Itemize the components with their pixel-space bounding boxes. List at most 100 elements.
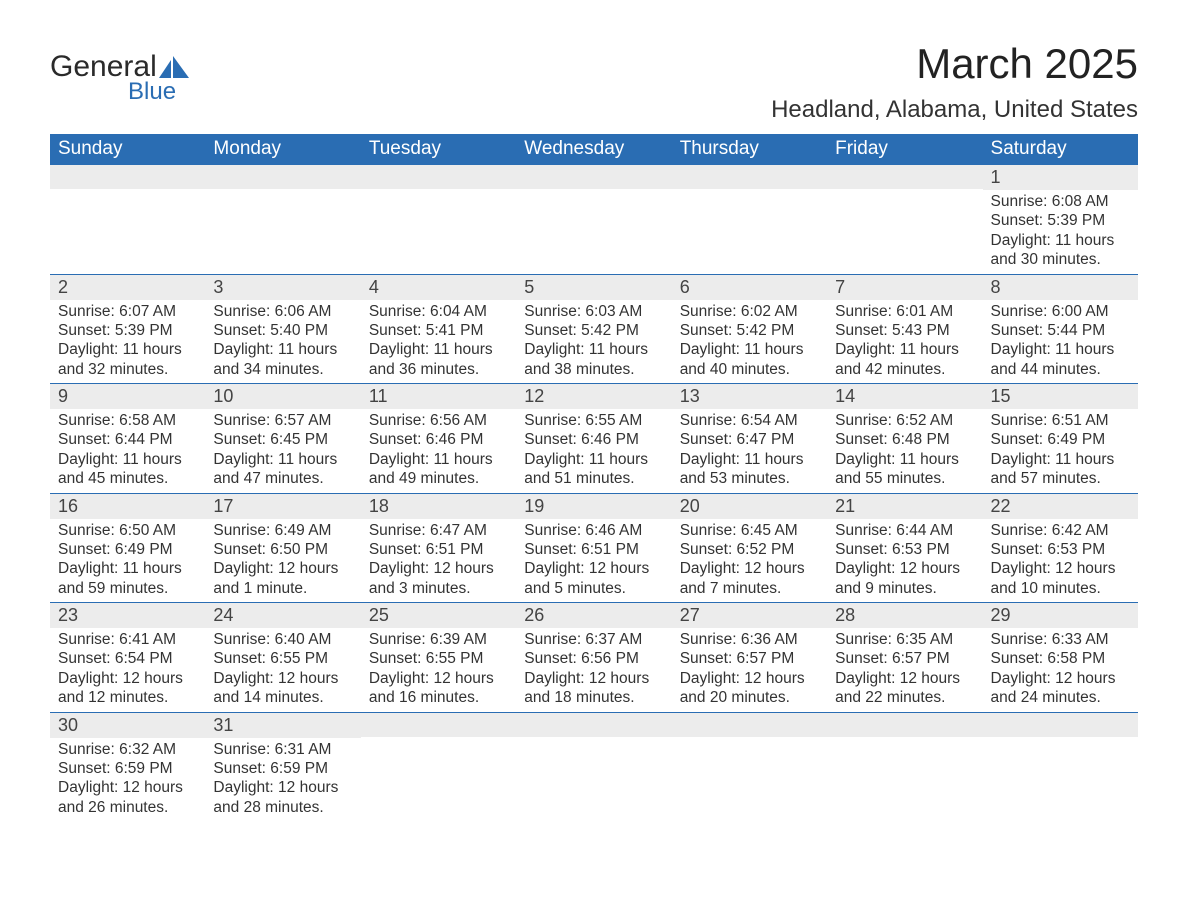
day-details: Sunrise: 6:03 AMSunset: 5:42 PMDaylight:…: [516, 300, 671, 384]
day-details: Sunrise: 6:58 AMSunset: 6:44 PMDaylight:…: [50, 409, 205, 493]
calendar-cell: 13Sunrise: 6:54 AMSunset: 6:47 PMDayligh…: [672, 384, 827, 494]
day-number: 17: [205, 494, 360, 519]
calendar-cell: 10Sunrise: 6:57 AMSunset: 6:45 PMDayligh…: [205, 384, 360, 494]
day-number: 2: [50, 275, 205, 300]
calendar-cell-empty: [827, 165, 982, 275]
day-details: Sunrise: 6:45 AMSunset: 6:52 PMDaylight:…: [672, 519, 827, 603]
calendar-cell-empty: [50, 165, 205, 275]
day-details: Sunrise: 6:32 AMSunset: 6:59 PMDaylight:…: [50, 738, 205, 822]
calendar-cell: 7Sunrise: 6:01 AMSunset: 5:43 PMDaylight…: [827, 274, 982, 384]
calendar-cell: 30Sunrise: 6:32 AMSunset: 6:59 PMDayligh…: [50, 712, 205, 821]
day-number: 30: [50, 713, 205, 738]
calendar-cell: 16Sunrise: 6:50 AMSunset: 6:49 PMDayligh…: [50, 493, 205, 603]
day-number: 6: [672, 275, 827, 300]
calendar-cell: 19Sunrise: 6:46 AMSunset: 6:51 PMDayligh…: [516, 493, 671, 603]
day-number: 8: [983, 275, 1138, 300]
day-details: Sunrise: 6:31 AMSunset: 6:59 PMDaylight:…: [205, 738, 360, 822]
page-title: March 2025: [771, 40, 1138, 88]
calendar-cell-empty: [205, 165, 360, 275]
day-header-row: Sunday Monday Tuesday Wednesday Thursday…: [50, 134, 1138, 165]
day-details: Sunrise: 6:36 AMSunset: 6:57 PMDaylight:…: [672, 628, 827, 712]
calendar-cell-empty: [361, 712, 516, 821]
calendar-cell: 4Sunrise: 6:04 AMSunset: 5:41 PMDaylight…: [361, 274, 516, 384]
calendar-cell: 5Sunrise: 6:03 AMSunset: 5:42 PMDaylight…: [516, 274, 671, 384]
day-number: 12: [516, 384, 671, 409]
day-details: Sunrise: 6:06 AMSunset: 5:40 PMDaylight:…: [205, 300, 360, 384]
calendar-cell: 14Sunrise: 6:52 AMSunset: 6:48 PMDayligh…: [827, 384, 982, 494]
day-details: Sunrise: 6:40 AMSunset: 6:55 PMDaylight:…: [205, 628, 360, 712]
calendar-cell: 28Sunrise: 6:35 AMSunset: 6:57 PMDayligh…: [827, 603, 982, 713]
calendar-cell: 15Sunrise: 6:51 AMSunset: 6:49 PMDayligh…: [983, 384, 1138, 494]
day-details: Sunrise: 6:37 AMSunset: 6:56 PMDaylight:…: [516, 628, 671, 712]
calendar-table: Sunday Monday Tuesday Wednesday Thursday…: [50, 134, 1138, 821]
day-details: Sunrise: 6:57 AMSunset: 6:45 PMDaylight:…: [205, 409, 360, 493]
calendar-cell: 22Sunrise: 6:42 AMSunset: 6:53 PMDayligh…: [983, 493, 1138, 603]
calendar-cell: 25Sunrise: 6:39 AMSunset: 6:55 PMDayligh…: [361, 603, 516, 713]
calendar-cell: 29Sunrise: 6:33 AMSunset: 6:58 PMDayligh…: [983, 603, 1138, 713]
day-details: Sunrise: 6:02 AMSunset: 5:42 PMDaylight:…: [672, 300, 827, 384]
calendar-row: 9Sunrise: 6:58 AMSunset: 6:44 PMDaylight…: [50, 384, 1138, 494]
brand-logo: General Blue: [50, 50, 189, 106]
calendar-cell-empty: [827, 712, 982, 821]
calendar-row: 1Sunrise: 6:08 AMSunset: 5:39 PMDaylight…: [50, 165, 1138, 275]
calendar-cell-empty: [516, 712, 671, 821]
day-header: Thursday: [672, 134, 827, 165]
day-details: Sunrise: 6:01 AMSunset: 5:43 PMDaylight:…: [827, 300, 982, 384]
day-details: Sunrise: 6:49 AMSunset: 6:50 PMDaylight:…: [205, 519, 360, 603]
day-number: 3: [205, 275, 360, 300]
day-details: Sunrise: 6:51 AMSunset: 6:49 PMDaylight:…: [983, 409, 1138, 493]
day-number: 23: [50, 603, 205, 628]
day-number: 29: [983, 603, 1138, 628]
day-header: Wednesday: [516, 134, 671, 165]
calendar-cell: 9Sunrise: 6:58 AMSunset: 6:44 PMDaylight…: [50, 384, 205, 494]
calendar-cell: 26Sunrise: 6:37 AMSunset: 6:56 PMDayligh…: [516, 603, 671, 713]
location-subtitle: Headland, Alabama, United States: [771, 96, 1138, 124]
day-details: Sunrise: 6:56 AMSunset: 6:46 PMDaylight:…: [361, 409, 516, 493]
day-number: 25: [361, 603, 516, 628]
day-details: Sunrise: 6:54 AMSunset: 6:47 PMDaylight:…: [672, 409, 827, 493]
day-number: 26: [516, 603, 671, 628]
day-details: Sunrise: 6:39 AMSunset: 6:55 PMDaylight:…: [361, 628, 516, 712]
day-details: Sunrise: 6:44 AMSunset: 6:53 PMDaylight:…: [827, 519, 982, 603]
calendar-cell: 17Sunrise: 6:49 AMSunset: 6:50 PMDayligh…: [205, 493, 360, 603]
logo-sail-icon: [159, 56, 189, 78]
day-header: Sunday: [50, 134, 205, 165]
calendar-cell: 6Sunrise: 6:02 AMSunset: 5:42 PMDaylight…: [672, 274, 827, 384]
calendar-row: 23Sunrise: 6:41 AMSunset: 6:54 PMDayligh…: [50, 603, 1138, 713]
calendar-cell: 20Sunrise: 6:45 AMSunset: 6:52 PMDayligh…: [672, 493, 827, 603]
day-header: Monday: [205, 134, 360, 165]
day-number: 16: [50, 494, 205, 519]
calendar-cell: 3Sunrise: 6:06 AMSunset: 5:40 PMDaylight…: [205, 274, 360, 384]
calendar-cell-empty: [672, 712, 827, 821]
day-number: 15: [983, 384, 1138, 409]
calendar-cell: 1Sunrise: 6:08 AMSunset: 5:39 PMDaylight…: [983, 165, 1138, 275]
day-details: Sunrise: 6:47 AMSunset: 6:51 PMDaylight:…: [361, 519, 516, 603]
day-details: Sunrise: 6:04 AMSunset: 5:41 PMDaylight:…: [361, 300, 516, 384]
day-number: 20: [672, 494, 827, 519]
day-details: Sunrise: 6:08 AMSunset: 5:39 PMDaylight:…: [983, 190, 1138, 274]
day-number: 28: [827, 603, 982, 628]
calendar-cell: 27Sunrise: 6:36 AMSunset: 6:57 PMDayligh…: [672, 603, 827, 713]
calendar-row: 2Sunrise: 6:07 AMSunset: 5:39 PMDaylight…: [50, 274, 1138, 384]
calendar-cell: 23Sunrise: 6:41 AMSunset: 6:54 PMDayligh…: [50, 603, 205, 713]
day-details: Sunrise: 6:52 AMSunset: 6:48 PMDaylight:…: [827, 409, 982, 493]
day-number: 13: [672, 384, 827, 409]
day-details: Sunrise: 6:33 AMSunset: 6:58 PMDaylight:…: [983, 628, 1138, 712]
calendar-cell-empty: [672, 165, 827, 275]
calendar-cell-empty: [361, 165, 516, 275]
day-number: 10: [205, 384, 360, 409]
day-number: 4: [361, 275, 516, 300]
calendar-cell-empty: [983, 712, 1138, 821]
day-details: Sunrise: 6:00 AMSunset: 5:44 PMDaylight:…: [983, 300, 1138, 384]
day-details: Sunrise: 6:42 AMSunset: 6:53 PMDaylight:…: [983, 519, 1138, 603]
day-details: Sunrise: 6:07 AMSunset: 5:39 PMDaylight:…: [50, 300, 205, 384]
calendar-row: 16Sunrise: 6:50 AMSunset: 6:49 PMDayligh…: [50, 493, 1138, 603]
calendar-cell-empty: [516, 165, 671, 275]
day-header: Saturday: [983, 134, 1138, 165]
calendar-cell: 8Sunrise: 6:00 AMSunset: 5:44 PMDaylight…: [983, 274, 1138, 384]
day-number: 27: [672, 603, 827, 628]
calendar-cell: 12Sunrise: 6:55 AMSunset: 6:46 PMDayligh…: [516, 384, 671, 494]
day-number: 1: [983, 165, 1138, 190]
day-number: 22: [983, 494, 1138, 519]
calendar-cell: 11Sunrise: 6:56 AMSunset: 6:46 PMDayligh…: [361, 384, 516, 494]
